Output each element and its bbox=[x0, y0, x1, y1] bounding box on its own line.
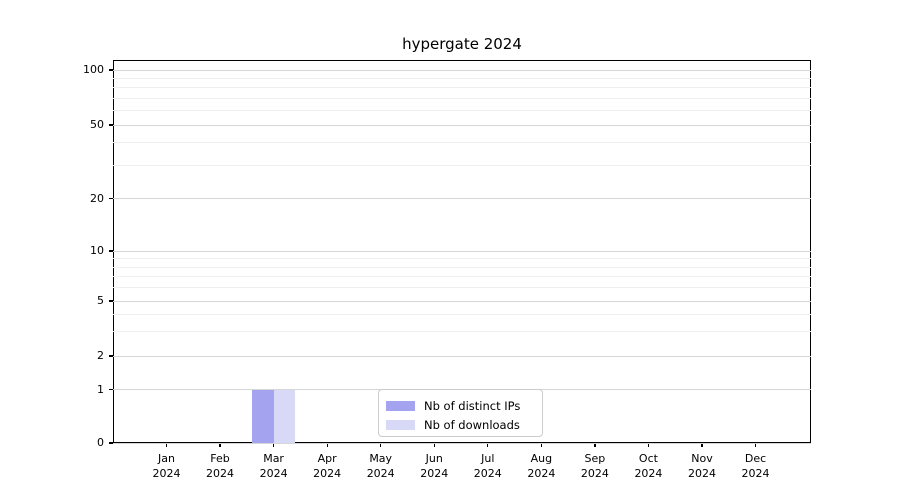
x-tick-month: Nov bbox=[691, 452, 713, 465]
y-tick-label-100: 100 bbox=[83, 63, 104, 76]
x-tick-label-may: May 2024 bbox=[354, 451, 408, 481]
y-tick-label-0: 0 bbox=[97, 436, 104, 449]
y-tick-label-10: 10 bbox=[90, 244, 104, 257]
x-tick-year: 2024 bbox=[152, 467, 181, 480]
x-tick-month: Apr bbox=[317, 452, 337, 465]
y-tick-mark-5 bbox=[109, 300, 113, 302]
gridline-minor-4 bbox=[113, 313, 811, 315]
gridline-minor-30 bbox=[113, 165, 811, 167]
x-tick-year: 2024 bbox=[366, 467, 395, 480]
x-tick-year: 2024 bbox=[634, 467, 663, 480]
gridline-minor-6 bbox=[113, 287, 811, 289]
y-tick-mark-20 bbox=[109, 197, 113, 200]
x-tick-label-feb: Feb 2024 bbox=[193, 451, 247, 481]
gridline-major-5 bbox=[113, 300, 811, 302]
x-tick-year: 2024 bbox=[580, 467, 609, 480]
x-tick-label-aug: Aug 2024 bbox=[514, 451, 568, 481]
y-tick-mark-10 bbox=[109, 250, 113, 252]
plot-area bbox=[113, 60, 811, 443]
x-tick-year: 2024 bbox=[206, 467, 235, 480]
y-tick-mark-100 bbox=[109, 69, 113, 71]
x-tick-month: Feb bbox=[210, 452, 230, 465]
x-tick-month: Jun bbox=[425, 452, 443, 465]
gridline-minor-3 bbox=[113, 331, 811, 333]
x-tick-mark-oct bbox=[647, 443, 650, 447]
bar-nb-of-downloads-mar bbox=[273, 389, 296, 443]
x-tick-mark-may bbox=[380, 443, 382, 447]
x-tick-label-nov: Nov 2024 bbox=[675, 451, 729, 481]
x-tick-label-apr: Apr 2024 bbox=[300, 451, 354, 481]
x-tick-month: May bbox=[369, 452, 393, 465]
x-tick-label-mar: Mar 2024 bbox=[247, 451, 301, 481]
gridline-minor-9 bbox=[113, 258, 811, 260]
x-tick-year: 2024 bbox=[259, 467, 288, 480]
x-tick-year: 2024 bbox=[313, 467, 342, 480]
x-tick-label-dec: Dec 2024 bbox=[729, 451, 783, 481]
x-tick-label-jan: Jan 2024 bbox=[140, 451, 194, 481]
chart-title: hypergate 2024 bbox=[402, 35, 522, 53]
y-tick-label-1: 1 bbox=[97, 382, 104, 396]
x-tick-month: Dec bbox=[744, 452, 767, 465]
gridline-minor-40 bbox=[113, 142, 811, 144]
y-tick-label-20: 20 bbox=[90, 191, 104, 205]
bar-nb-of-distinct-ips-mar bbox=[252, 389, 274, 443]
x-tick-year: 2024 bbox=[688, 467, 716, 480]
x-tick-mark-apr bbox=[326, 443, 328, 447]
y-tick-mark-50 bbox=[109, 124, 113, 126]
x-tick-year: 2024 bbox=[473, 467, 502, 480]
y-tick-mark-0 bbox=[109, 442, 113, 444]
x-tick-label-sep: Sep 2024 bbox=[568, 451, 622, 481]
y-tick-mark-1 bbox=[109, 388, 113, 391]
x-tick-mark-nov bbox=[701, 443, 703, 447]
x-tick-year: 2024 bbox=[741, 467, 770, 480]
gridline-major-50 bbox=[113, 124, 811, 126]
legend-item-downloads: Nb of downloads bbox=[386, 415, 534, 434]
x-tick-year: 2024 bbox=[527, 467, 556, 480]
x-tick-year: 2024 bbox=[420, 467, 449, 480]
gridline-major-20 bbox=[113, 198, 811, 199]
x-tick-month: Sep bbox=[584, 452, 606, 465]
legend-swatch-distinct-ips bbox=[386, 400, 415, 411]
x-tick-label-jun: Jun 2024 bbox=[407, 451, 461, 481]
x-tick-month: Mar bbox=[263, 452, 284, 465]
x-tick-label-oct: Oct 2024 bbox=[621, 451, 675, 481]
x-tick-mark-feb bbox=[219, 443, 221, 447]
gridline-minor-70 bbox=[113, 97, 811, 99]
legend-label-distinct-ips: Nb of distinct IPs bbox=[424, 398, 521, 413]
gridline-minor-8 bbox=[113, 266, 811, 268]
gridline-major-10 bbox=[113, 250, 811, 252]
gridline-major-0 bbox=[113, 442, 811, 444]
x-tick-mark-dec bbox=[754, 443, 757, 447]
y-tick-label-2: 2 bbox=[97, 349, 104, 362]
gridline-minor-7 bbox=[113, 276, 811, 278]
x-tick-month: Aug bbox=[530, 452, 553, 465]
x-tick-month: Oct bbox=[638, 452, 658, 465]
gridline-major-2 bbox=[113, 355, 811, 357]
y-tick-label-5: 5 bbox=[97, 294, 104, 307]
gridline-minor-90 bbox=[113, 77, 811, 79]
x-tick-mark-jul bbox=[487, 443, 489, 447]
x-tick-mark-aug bbox=[540, 443, 543, 447]
x-tick-label-jul: Jul 2024 bbox=[461, 451, 515, 481]
legend: Nb of distinct IPs Nb of downloads bbox=[378, 389, 543, 437]
x-tick-mark-jun bbox=[433, 443, 435, 447]
y-tick-label-50: 50 bbox=[90, 118, 104, 131]
gridline-minor-60 bbox=[113, 110, 811, 112]
x-tick-month: Jan bbox=[158, 452, 175, 465]
y-tick-mark-2 bbox=[109, 355, 113, 357]
legend-label-downloads: Nb of downloads bbox=[424, 417, 520, 432]
x-tick-mark-sep bbox=[594, 443, 596, 447]
legend-item-distinct-ips: Nb of distinct IPs bbox=[386, 396, 534, 415]
legend-swatch-downloads bbox=[386, 419, 415, 430]
x-tick-month: Jul bbox=[481, 452, 495, 465]
gridline-major-100 bbox=[113, 69, 811, 71]
gridline-minor-80 bbox=[113, 87, 811, 89]
x-tick-mark-mar bbox=[273, 443, 275, 447]
x-tick-mark-jan bbox=[165, 443, 168, 447]
